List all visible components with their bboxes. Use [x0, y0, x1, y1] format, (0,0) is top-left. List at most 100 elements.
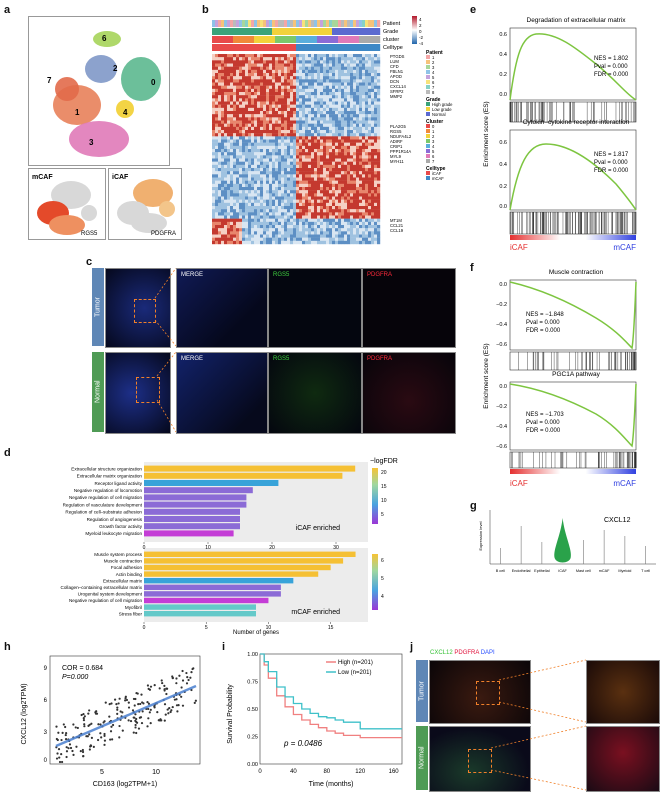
heatmap-cell: [260, 136, 264, 140]
go-bar: [144, 584, 281, 590]
heatmap-cell: [290, 187, 294, 191]
heatmap-cell: [275, 187, 279, 191]
heatmap-cell: [284, 63, 288, 67]
heatmap-cell: [329, 149, 333, 153]
heatmap-cell: [353, 161, 357, 166]
heatmap-cell: [341, 54, 345, 58]
heatmap-cell: [332, 142, 336, 147]
heatmap-cell: [326, 117, 330, 121]
heatmap-cell: [296, 104, 300, 109]
grade-annot-cell: [377, 28, 381, 35]
heatmap-cell: [233, 164, 237, 169]
heatmap-cell: [224, 221, 228, 226]
heatmap-cell: [374, 206, 378, 210]
scatter-point: [109, 730, 113, 733]
heatmap-cell: [248, 177, 252, 181]
heatmap-cell: [293, 240, 297, 245]
legend-patient-item: 1: [432, 55, 435, 60]
heatmap-cell: [257, 237, 261, 242]
heatmap-cell: [284, 221, 288, 226]
heatmap-cell: [275, 174, 279, 178]
heatmap-cell: [281, 126, 285, 131]
heatmap-cell: [257, 130, 261, 134]
heatmap-cell: [305, 206, 309, 210]
heatmap-cell: [236, 145, 240, 150]
heatmap-cell: [338, 237, 342, 242]
heatmap-cell: [260, 54, 264, 58]
heatmap-cell: [323, 196, 327, 200]
heatmap-cell: [251, 212, 255, 216]
heatmap-cell: [287, 149, 291, 153]
heatmap-cell: [254, 57, 258, 61]
heatmap-cell: [317, 221, 321, 226]
heatmap-cell: [227, 218, 231, 223]
scatter-point: [83, 715, 86, 718]
heatmap-cell: [329, 231, 333, 235]
legend-celltype-swatch: [426, 176, 430, 180]
heatmap-cell: [281, 237, 285, 242]
heatmap-cell: [263, 82, 267, 86]
heatmap-cell: [308, 212, 312, 216]
heatmap-cell: [311, 145, 315, 150]
heatmap-cell: [353, 104, 357, 109]
heatmap-cell: [329, 199, 333, 204]
gsea-e-right-end: mCAF: [613, 243, 636, 252]
heatmap-cell: [272, 164, 276, 169]
heatmap-cell: [254, 54, 258, 58]
heatmap-cell: [362, 126, 366, 131]
heatmap-cell: [221, 149, 225, 153]
svg-text:0: 0: [44, 758, 48, 764]
heatmap-cell: [356, 149, 360, 153]
heatmap-cell: [221, 231, 225, 235]
heatmap-cell: [254, 126, 258, 131]
heatmap-cell: [320, 177, 324, 181]
heatmap-cell: [347, 231, 351, 235]
heatmap-cell: [347, 202, 351, 207]
heatmap-cell: [248, 126, 252, 131]
heatmap-cell: [224, 196, 228, 200]
heatmap-cell: [260, 187, 264, 191]
scatter-point: [121, 711, 124, 714]
heatmap-cell: [323, 66, 327, 71]
heatmap-cell: [317, 130, 321, 134]
heatmap-cell: [308, 145, 312, 150]
cluster-annot-cell: [332, 36, 336, 43]
heatmap-cell: [218, 136, 222, 140]
heatmap-cell: [314, 240, 318, 245]
heatmap-cell: [221, 79, 225, 83]
heatmap-cell: [350, 180, 354, 185]
heatmap-cell: [248, 171, 252, 175]
heatmap-cell: [365, 158, 369, 162]
heatmap-cell: [215, 120, 219, 124]
heatmap-cell: [311, 231, 315, 235]
heatmap-cell: [263, 111, 267, 115]
heatmap-cell: [290, 152, 294, 156]
scatter-point: [132, 697, 136, 701]
heatmap-cell: [350, 190, 354, 194]
heatmap-cell: [263, 60, 267, 64]
heatmap-cell: [287, 57, 291, 61]
violin-ylabel: Expression level: [478, 521, 483, 550]
heatmap-cell: [293, 69, 297, 74]
scatter-point: [134, 726, 137, 729]
heatmap-cell: [371, 57, 375, 61]
patient-annot-cell: [275, 20, 279, 27]
heatmap-cell: [230, 228, 234, 232]
heatmap-cell: [281, 168, 285, 172]
heatmap-cell: [284, 79, 288, 83]
heatmap-cell: [278, 209, 282, 213]
heatmap-cell: [359, 111, 363, 115]
heatmap-cell: [263, 92, 267, 96]
heatmap-cell: [275, 161, 279, 166]
heatmap-cell: [299, 107, 303, 112]
gsea-f2-hits: [509, 451, 637, 469]
heatmap-cell: [233, 193, 237, 197]
heatmap-cell: [215, 190, 219, 194]
heatmap-cell: [365, 221, 369, 226]
heatmap-cell: [344, 180, 348, 185]
heatmap-cell: [215, 104, 219, 109]
heatmap-cell: [233, 69, 237, 74]
normal-zoom-box: [136, 377, 160, 403]
heatmap-cell: [212, 136, 216, 140]
grade-annot-cell: [281, 28, 285, 35]
